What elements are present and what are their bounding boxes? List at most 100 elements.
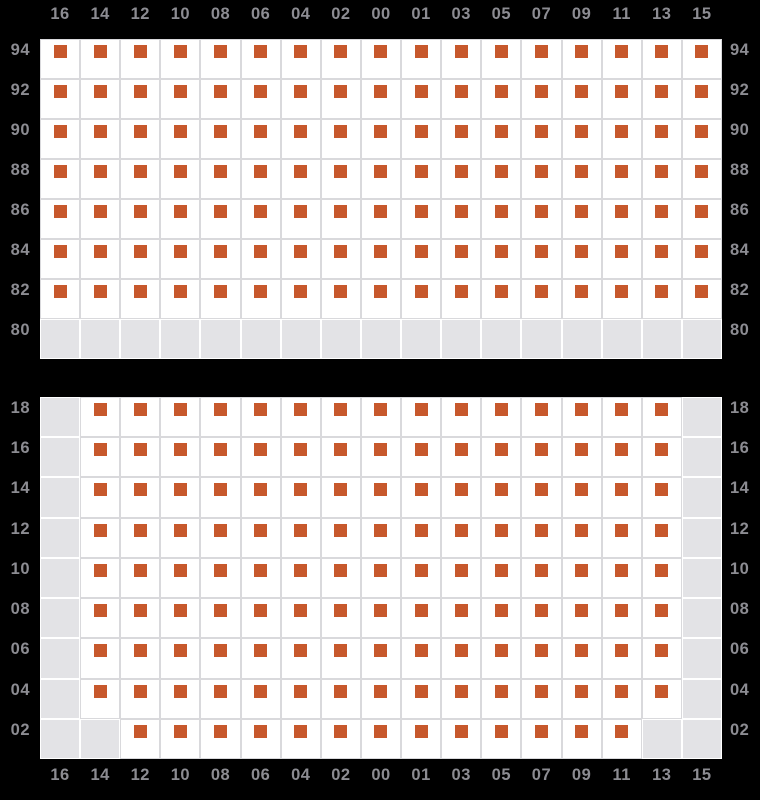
- marker-square: [374, 684, 388, 698]
- grid-cell: [200, 638, 241, 679]
- grid-cell: [80, 239, 121, 279]
- grid-cell: [441, 598, 482, 639]
- grid-cell: [120, 39, 161, 79]
- row-label-text: 06: [730, 640, 750, 659]
- grid-cell: [200, 437, 241, 478]
- marker-square: [133, 205, 147, 218]
- grid-cell: [561, 477, 602, 518]
- marker-square: [494, 245, 508, 258]
- grid-cell: [481, 678, 522, 719]
- grid-cell: [401, 517, 442, 558]
- row-label: 14: [730, 477, 760, 517]
- marker-square: [173, 644, 187, 658]
- marker-square: [374, 45, 388, 58]
- column-label: 16: [50, 765, 70, 784]
- marker-square: [133, 165, 147, 178]
- grid-cell: [521, 477, 562, 518]
- marker-square: [655, 483, 669, 497]
- grid-cell: [80, 557, 121, 599]
- marker-square: [173, 245, 187, 258]
- grid-cell: [681, 437, 722, 478]
- marker-square: [254, 245, 268, 258]
- grid-cell: [280, 557, 321, 599]
- marker-square: [374, 403, 388, 416]
- column-labels-top: 16 14 12 10 08 06 04 02 00 01 03 05 07 09 11 13 15: [40, 2, 722, 26]
- grid-cell: [521, 119, 562, 159]
- row-label: 02: [0, 719, 30, 759]
- marker-square: [655, 443, 669, 457]
- grid-cell: [120, 638, 161, 679]
- grid-cell: [120, 79, 161, 119]
- marker-square: [133, 125, 147, 138]
- grid-cell: [280, 598, 321, 639]
- grid-cell: [561, 397, 602, 438]
- marker-square: [454, 285, 468, 298]
- marker-square: [173, 205, 187, 218]
- column-label: 13: [652, 4, 672, 23]
- grid-cell: [200, 397, 241, 438]
- grid-cell: [401, 159, 442, 199]
- row-label-text: 10: [10, 559, 30, 578]
- marker-square: [534, 125, 548, 138]
- grid-cell: [40, 397, 81, 438]
- grid-cell: [40, 437, 81, 478]
- grid-cell: [200, 477, 241, 518]
- row-label-text: 04: [730, 680, 750, 699]
- marker-square: [575, 205, 589, 218]
- grid-cell: [401, 477, 442, 518]
- marker-square: [414, 684, 428, 698]
- grid-cell: [80, 279, 121, 319]
- grid-cell: [481, 397, 522, 438]
- marker-square: [695, 85, 709, 98]
- marker-square: [374, 205, 388, 218]
- grid-cell: [601, 39, 642, 79]
- grid-cell: [441, 397, 482, 438]
- row-labels-left-top: 94 92 90 88 86 84 82 80: [0, 39, 30, 359]
- marker-square: [655, 563, 669, 577]
- row-label: 82: [730, 279, 760, 319]
- grid-cell: [160, 598, 201, 639]
- grid-cell: [80, 319, 121, 359]
- marker-square: [254, 684, 268, 698]
- grid-cell: [521, 437, 562, 478]
- grid-cell: [641, 638, 682, 679]
- marker-square: [695, 125, 709, 138]
- grid-cell: [561, 119, 602, 159]
- marker-square: [53, 165, 67, 178]
- grid-cell: [280, 159, 321, 199]
- marker-square: [254, 563, 268, 577]
- grid-cell: [601, 678, 642, 719]
- grid-cell: [80, 477, 121, 518]
- marker-square: [214, 403, 228, 416]
- grid-cell: [641, 718, 682, 759]
- grid-cell: [120, 119, 161, 159]
- marker-square: [334, 563, 348, 577]
- marker-square: [655, 205, 669, 218]
- grid-cell: [521, 557, 562, 599]
- grid-cell: [360, 119, 402, 159]
- row-label-text: 82: [730, 281, 750, 299]
- marker-square: [254, 85, 268, 98]
- marker-square: [534, 563, 548, 577]
- grid-cell: [320, 239, 361, 279]
- row-label-text: 02: [730, 720, 750, 739]
- marker-square: [374, 644, 388, 658]
- grid-cell: [521, 39, 562, 79]
- row-label: 84: [730, 239, 760, 279]
- marker-square: [173, 724, 187, 738]
- marker-square: [214, 483, 228, 497]
- grid-cell: [561, 79, 602, 119]
- marker-square: [294, 724, 308, 738]
- column-label: 00: [371, 4, 391, 23]
- grid-cell: [401, 718, 442, 759]
- grid-cell: [360, 39, 402, 79]
- grid-cell: [320, 678, 361, 719]
- row-label-text: 14: [730, 479, 750, 498]
- row-label: 88: [730, 159, 760, 199]
- grid-cell: [601, 199, 642, 239]
- grid-cell: [40, 199, 81, 239]
- marker-square: [53, 245, 67, 258]
- column-label: 10: [170, 765, 191, 784]
- marker-square: [615, 125, 629, 138]
- grid-cell: [601, 239, 642, 279]
